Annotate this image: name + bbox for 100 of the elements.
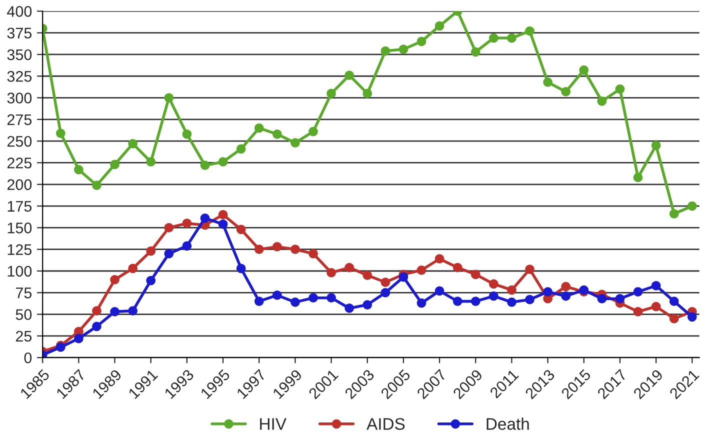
point (218, 220, 228, 229)
point (633, 172, 643, 182)
y-tick-label: 125 (8, 244, 32, 256)
point (326, 268, 336, 278)
point (543, 287, 552, 296)
y-tick-label: 25 (16, 330, 32, 342)
point (416, 36, 426, 46)
point (416, 265, 426, 275)
point (687, 201, 697, 211)
point (110, 274, 120, 284)
point (525, 26, 534, 36)
point (543, 78, 552, 87)
point (182, 241, 192, 251)
point (669, 314, 679, 324)
point (272, 129, 282, 139)
point (434, 254, 444, 264)
point (669, 209, 679, 219)
point (525, 294, 534, 304)
point (597, 294, 607, 304)
point (651, 281, 661, 290)
point (380, 278, 390, 287)
point (344, 304, 354, 313)
point (164, 248, 174, 258)
point (254, 296, 264, 306)
point (579, 65, 589, 75)
y-tick-label: 300 (7, 92, 32, 104)
point (164, 93, 174, 102)
y-tick-label: 275 (7, 114, 32, 126)
point (74, 334, 84, 344)
point (561, 282, 571, 292)
y-tick-label: 225 (7, 158, 32, 168)
y-tick-label: 400 (7, 6, 32, 17)
point (308, 293, 318, 303)
legend-label: Death (486, 418, 529, 430)
point (488, 291, 498, 301)
point (146, 157, 156, 167)
y-tick-label: 50 (16, 309, 32, 320)
point (416, 298, 426, 308)
y-tick-label: 250 (7, 136, 32, 147)
point (308, 126, 318, 136)
point (633, 287, 643, 296)
point (326, 88, 336, 98)
legend-label: AIDS (366, 418, 405, 430)
point (687, 312, 697, 322)
point (380, 288, 390, 298)
point (344, 70, 354, 80)
point (488, 33, 498, 43)
point (272, 242, 282, 252)
point (236, 144, 246, 154)
point (615, 294, 625, 304)
point (669, 296, 679, 306)
point (326, 293, 336, 303)
point (561, 87, 571, 96)
point (272, 290, 282, 300)
point (507, 33, 516, 43)
point (651, 140, 661, 150)
point (344, 262, 354, 272)
point (525, 264, 534, 274)
point (362, 300, 372, 310)
point (200, 213, 210, 223)
point (128, 306, 138, 316)
point (236, 264, 246, 274)
y-tick-label: 100 (8, 266, 32, 277)
point (254, 123, 264, 133)
point (56, 128, 66, 138)
point (92, 322, 102, 332)
point (507, 297, 516, 307)
point (362, 88, 372, 98)
point (110, 160, 120, 170)
point (290, 244, 300, 254)
point (182, 218, 192, 228)
point (218, 157, 228, 167)
point (290, 138, 300, 148)
point (651, 302, 661, 312)
point (308, 248, 318, 258)
point (146, 276, 156, 286)
y-tick-label: 150 (8, 222, 32, 234)
point (164, 223, 174, 232)
point (398, 272, 408, 282)
point (128, 138, 138, 148)
point (92, 180, 102, 190)
point (218, 210, 228, 220)
y-tick-label: 175 (8, 201, 32, 212)
point (254, 244, 264, 254)
y-tick-label: 75 (16, 288, 32, 298)
point (200, 160, 210, 170)
y-tick-label: 350 (7, 49, 32, 60)
point (92, 306, 102, 316)
point (398, 44, 408, 54)
point (615, 84, 625, 94)
legend-label: HIV (260, 418, 286, 430)
point (182, 129, 192, 139)
point (146, 246, 156, 256)
point (434, 286, 444, 296)
point (110, 307, 120, 316)
point (452, 262, 462, 272)
point (488, 279, 498, 289)
point (74, 164, 84, 174)
point (236, 224, 246, 234)
point (507, 285, 516, 295)
